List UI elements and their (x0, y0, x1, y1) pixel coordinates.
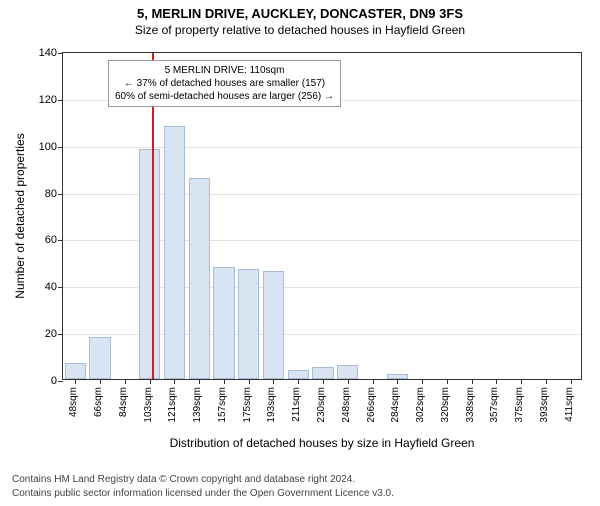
bar (164, 126, 185, 379)
x-tick-mark (571, 379, 572, 384)
bar (89, 337, 110, 379)
x-tick-label: 84sqm (118, 387, 129, 417)
chart-title-main: 5, MERLIN DRIVE, AUCKLEY, DONCASTER, DN9… (0, 6, 600, 21)
annotation-line-2: ← 37% of detached houses are smaller (15… (115, 77, 334, 90)
x-tick-label: 338sqm (465, 387, 476, 423)
bar (189, 178, 210, 379)
y-tick-mark (58, 100, 63, 101)
x-tick-label: 357sqm (489, 387, 500, 423)
chart-title-sub: Size of property relative to detached ho… (0, 23, 600, 37)
x-tick-label: 175sqm (242, 387, 253, 423)
x-tick-label: 248sqm (341, 387, 352, 423)
x-tick-label: 211sqm (291, 387, 302, 422)
y-tick-label: 80 (45, 188, 57, 200)
x-tick-label: 157sqm (217, 387, 228, 423)
y-tick-label: 140 (39, 47, 57, 59)
footer-line-2: Contains public sector information licen… (12, 487, 394, 501)
x-tick-label: 393sqm (539, 387, 550, 423)
x-tick-label: 411sqm (564, 387, 575, 422)
x-tick-mark (472, 379, 473, 384)
x-tick-mark (323, 379, 324, 384)
y-tick-label: 100 (39, 141, 57, 153)
x-tick-mark (150, 379, 151, 384)
x-tick-label: 139sqm (192, 387, 203, 423)
y-tick-mark (58, 334, 63, 335)
x-tick-label: 302sqm (415, 387, 426, 423)
x-tick-mark (397, 379, 398, 384)
y-tick-label: 0 (51, 375, 57, 387)
y-axis-label: Number of detached properties (13, 133, 27, 298)
x-tick-label: 193sqm (266, 387, 277, 423)
x-tick-label: 121sqm (167, 387, 178, 423)
y-tick-mark (58, 381, 63, 382)
x-tick-mark (199, 379, 200, 384)
x-tick-mark (447, 379, 448, 384)
bar (263, 271, 284, 379)
bar (288, 370, 309, 379)
y-tick-mark (58, 194, 63, 195)
y-tick-label: 40 (45, 281, 57, 293)
x-tick-mark (348, 379, 349, 384)
x-tick-label: 320sqm (440, 387, 451, 423)
x-tick-mark (100, 379, 101, 384)
x-tick-mark (521, 379, 522, 384)
x-tick-mark (249, 379, 250, 384)
x-tick-label: 375sqm (514, 387, 525, 423)
annotation-line-1: 5 MERLIN DRIVE: 110sqm (115, 64, 334, 77)
annotation-line-3: 60% of semi-detached houses are larger (… (115, 90, 334, 103)
y-tick-label: 20 (45, 328, 57, 340)
x-tick-label: 48sqm (68, 387, 79, 417)
x-tick-mark (174, 379, 175, 384)
x-tick-mark (224, 379, 225, 384)
x-tick-label: 103sqm (143, 387, 154, 423)
y-tick-mark (58, 147, 63, 148)
y-tick-label: 60 (45, 234, 57, 246)
y-tick-mark (58, 240, 63, 241)
x-tick-label: 230sqm (316, 387, 327, 423)
annotation-box: 5 MERLIN DRIVE: 110sqm ← 37% of detached… (108, 60, 341, 107)
footer-attribution: Contains HM Land Registry data © Crown c… (12, 473, 394, 500)
x-tick-mark (546, 379, 547, 384)
bar (238, 269, 259, 379)
y-gridline (63, 147, 581, 148)
y-tick-mark (58, 53, 63, 54)
x-tick-mark (125, 379, 126, 384)
x-tick-mark (422, 379, 423, 384)
bar (139, 149, 160, 379)
x-tick-mark (298, 379, 299, 384)
footer-line-1: Contains HM Land Registry data © Crown c… (12, 473, 394, 487)
bar (312, 367, 333, 379)
y-tick-mark (58, 287, 63, 288)
x-axis-label: Distribution of detached houses by size … (170, 436, 475, 450)
x-tick-label: 266sqm (366, 387, 377, 423)
x-tick-label: 66sqm (93, 387, 104, 417)
bar (65, 363, 86, 379)
x-tick-mark (273, 379, 274, 384)
x-tick-mark (373, 379, 374, 384)
y-tick-label: 120 (39, 94, 57, 106)
bar (337, 365, 358, 379)
bar (213, 267, 234, 379)
x-tick-mark (75, 379, 76, 384)
x-tick-label: 284sqm (390, 387, 401, 423)
x-tick-mark (496, 379, 497, 384)
